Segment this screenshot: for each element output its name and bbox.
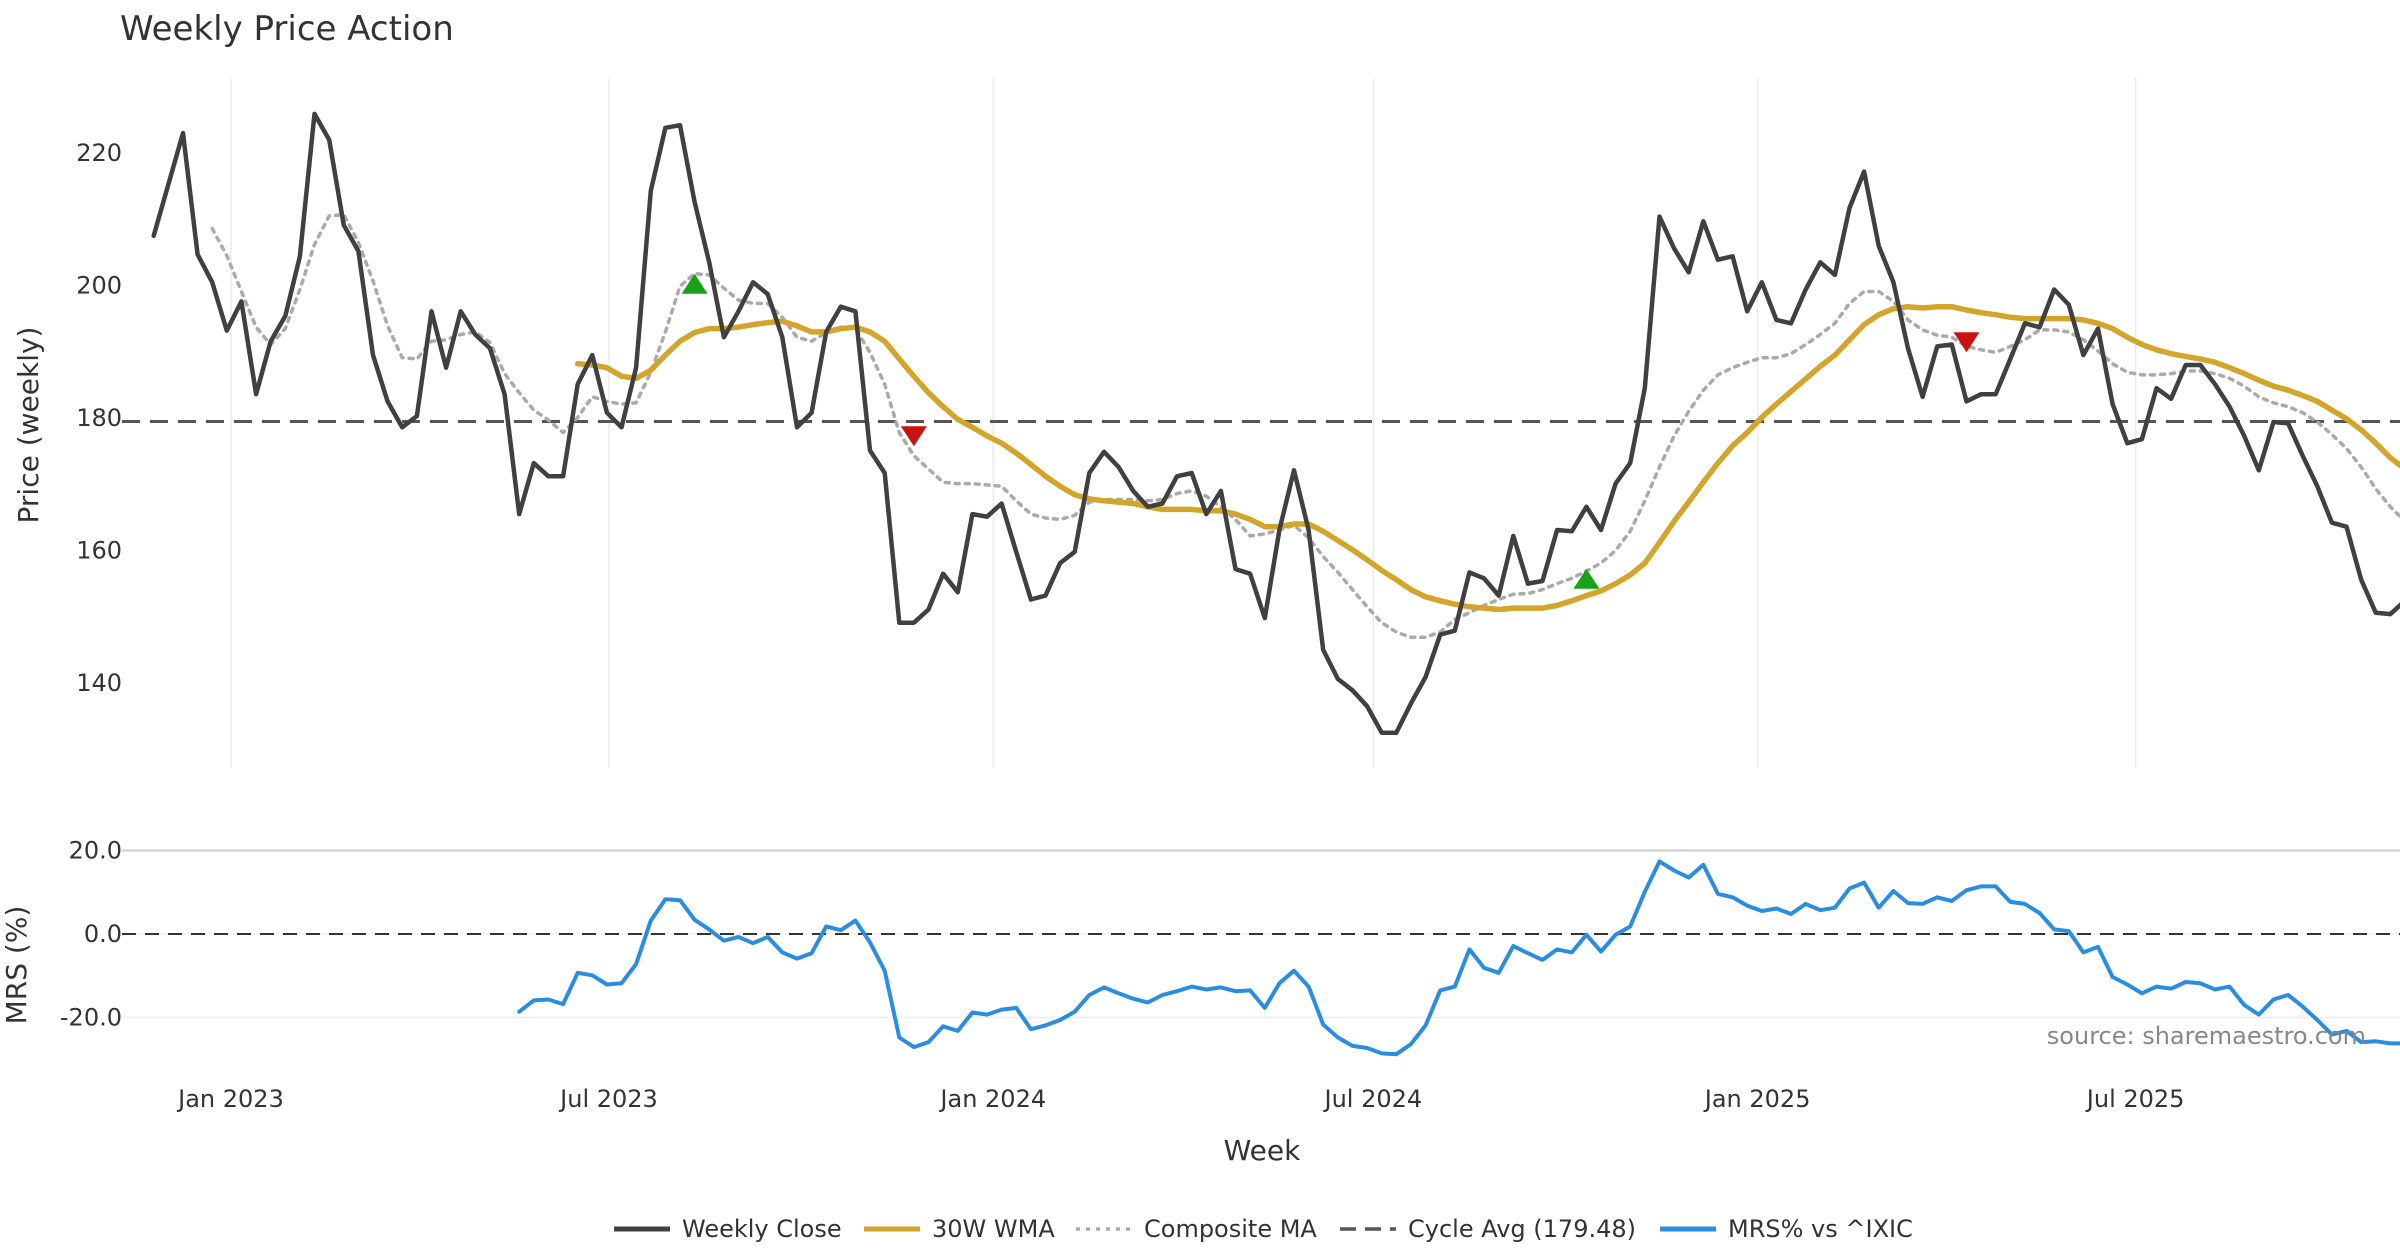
x-tick-label: Jan 2023 [176, 1085, 284, 1113]
y-tick-label-mrs: 20.0 [69, 837, 122, 865]
y-axis-title-price: Price (weekly) [12, 327, 45, 524]
y-tick-label-price: 160 [76, 537, 122, 565]
signal-marker-down [1953, 332, 1980, 353]
legend-label: MRS% vs ^IXIC [1728, 1215, 1913, 1243]
price-panel [122, 111, 2400, 735]
series-line-composite-ma [210, 212, 2400, 640]
signal-marker-up [1573, 568, 1600, 589]
legend: Weekly Close 30W WMA Composite MA Cycle Avg… [614, 1215, 1913, 1243]
x-tick-label: Jul 2023 [558, 1085, 658, 1113]
series-line-weekly-close [151, 111, 2400, 735]
axes: Jan 2023 Jul 2023 Jan 2024 Jul 2024 Jan 2025… [60, 139, 2185, 1113]
x-axis-title: Week [1224, 1134, 1301, 1167]
legend-label: Composite MA [1144, 1215, 1317, 1243]
y-tick-label-price: 140 [76, 669, 122, 697]
series-line-mrs [517, 859, 2400, 1057]
x-tick-label: Jul 2025 [2085, 1085, 2185, 1113]
signal-marker-down [900, 426, 927, 447]
x-tick-label: Jan 2024 [938, 1085, 1046, 1113]
series-line-30w-wma [574, 303, 2400, 613]
y-tick-label-price: 200 [76, 272, 122, 300]
legend-label: Weekly Close [682, 1215, 842, 1243]
y-tick-label-mrs: -20.0 [60, 1004, 122, 1032]
mrs-panel [122, 859, 2400, 1057]
legend-label: Cycle Avg (179.48) [1408, 1215, 1636, 1243]
y-tick-label-price: 180 [76, 404, 122, 432]
y-axis-title-mrs: MRS (%) [0, 906, 33, 1025]
y-tick-label-mrs: 0.0 [84, 920, 122, 948]
chart-title: Weekly Price Action [120, 9, 454, 49]
source-watermark: source: sharemaestro.com [2047, 1022, 2366, 1050]
signal-marker-up [681, 273, 708, 294]
x-tick-label: Jan 2025 [1703, 1085, 1811, 1113]
y-tick-label-price: 220 [76, 139, 122, 167]
legend-label: 30W WMA [932, 1215, 1055, 1243]
x-tick-label: Jul 2024 [1323, 1085, 1423, 1113]
